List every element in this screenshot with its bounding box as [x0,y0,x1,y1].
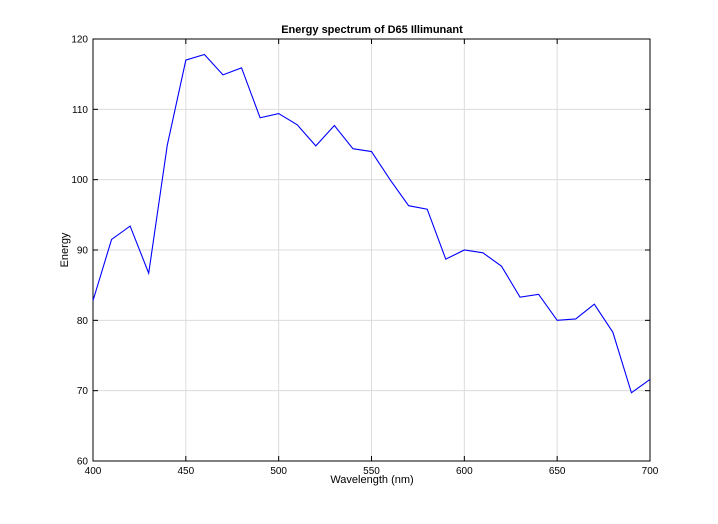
y-tick-label: 90 [77,246,89,257]
x-tick-label: 400 [85,466,102,477]
y-tick-label: 100 [71,175,88,186]
x-tick-label: 650 [549,466,566,477]
chart-title: Energy spectrum of D65 Illimunant [281,24,463,36]
series-line [92,53,651,394]
x-tick-label: 500 [270,466,287,477]
series-layer [92,53,651,394]
y-tick-label: 70 [77,386,89,397]
axis-ticks: 400 450 500 550 600 650 700 60 70 80 90 100 110 120 [71,35,658,478]
y-axis-label: Energy [59,232,71,267]
x-tick-label: 550 [363,466,380,477]
x-tick-label: 600 [456,466,473,477]
x-tick-label: 450 [177,466,194,477]
x-axis-label: Wavelength (nm) [330,474,413,486]
x-tick-label: 700 [642,466,659,477]
y-tick-label: 80 [77,316,89,327]
y-tick-label: 60 [77,457,89,468]
y-tick-label: 110 [72,105,88,116]
y-tick-label: 120 [71,35,88,46]
